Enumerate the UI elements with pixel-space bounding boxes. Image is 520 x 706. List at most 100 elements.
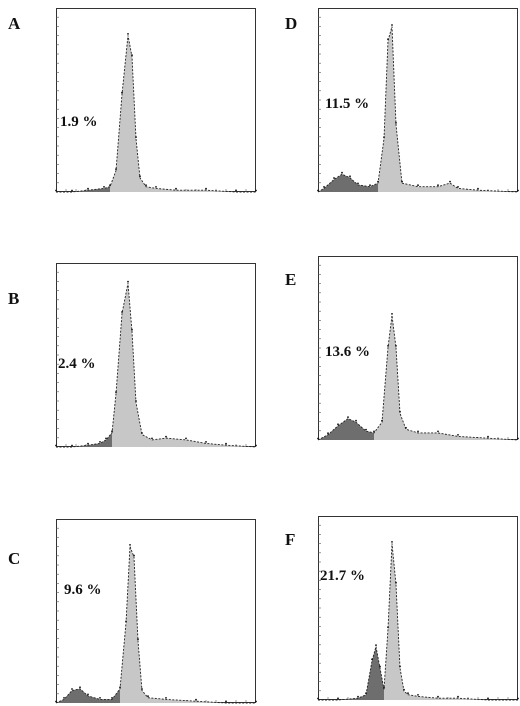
data-point: [323, 186, 325, 188]
data-point: [373, 430, 375, 433]
data-point: [235, 189, 237, 192]
data-point: [119, 686, 121, 689]
data-point: [517, 189, 519, 192]
data-point: [105, 437, 107, 440]
data-point: [395, 581, 397, 584]
data-point: [457, 695, 459, 698]
data-point: [111, 697, 113, 699]
data-point: [155, 186, 157, 188]
percent-label-b: 2.4 %: [58, 356, 96, 372]
data-point: [175, 187, 177, 190]
sub-g1-fill: [56, 186, 110, 192]
axis-ticks: [318, 264, 509, 440]
data-point: [139, 175, 141, 178]
data-point: [403, 688, 405, 691]
data-point: [145, 184, 147, 187]
data-point: [395, 345, 397, 347]
axis-ticks: [318, 16, 509, 192]
data-point: [349, 175, 351, 178]
histogram-fill: [318, 543, 518, 700]
percent-label-c: 9.6 %: [64, 582, 102, 598]
data-point: [457, 434, 459, 436]
data-point: [369, 184, 371, 187]
data-point: [417, 694, 419, 696]
data-point: [87, 187, 89, 190]
data-point: [225, 442, 227, 445]
plot-frame: [56, 8, 256, 192]
data-point: [417, 184, 419, 187]
histogram-panel-d: [317, 8, 519, 193]
data-point: [391, 541, 393, 543]
percent-label-d: 11.5 %: [325, 96, 370, 112]
data-point: [317, 189, 319, 192]
data-point: [141, 688, 143, 690]
data-point: [449, 180, 451, 183]
data-point: [131, 328, 133, 331]
data-point: [55, 444, 57, 447]
axis-ticks: [56, 527, 247, 703]
histogram-outline: [56, 35, 256, 193]
plot-frame: [318, 516, 518, 700]
data-point: [391, 313, 393, 315]
data-point: [109, 184, 111, 187]
histogram-panel-a: [55, 8, 257, 193]
panel-label-e: E: [285, 270, 297, 289]
sub-g1-fill: [318, 418, 374, 440]
data-point: [457, 186, 459, 188]
axis-ticks: [56, 271, 247, 447]
data-point: [399, 665, 401, 668]
data-point: [99, 697, 101, 699]
data-point: [383, 686, 385, 689]
data-point: [135, 400, 137, 402]
data-point: [127, 33, 129, 35]
data-point: [121, 311, 123, 313]
histogram-panel-e: [317, 256, 519, 441]
data-point: [141, 432, 143, 434]
sub-g1-fill: [318, 174, 378, 192]
data-point: [133, 554, 135, 557]
plot-frame: [318, 256, 518, 440]
data-point: [115, 168, 117, 171]
data-point: [517, 697, 519, 700]
data-point: [87, 693, 89, 696]
histogram-outline: [318, 543, 518, 701]
data-point: [337, 423, 339, 426]
data-point: [381, 419, 383, 422]
data-point: [395, 122, 397, 124]
data-point: [365, 692, 367, 695]
data-point: [387, 345, 389, 347]
data-point: [333, 177, 335, 179]
percent-label-a: 1.9 %: [60, 114, 98, 130]
histogram-outline: [317, 26, 519, 193]
data-point: [255, 700, 257, 703]
data-point: [71, 688, 73, 690]
data-point: [115, 391, 117, 393]
data-point: [255, 189, 257, 192]
plot-frame: [318, 8, 518, 192]
data-point: [135, 136, 137, 139]
data-point: [147, 695, 149, 698]
data-point: [55, 700, 57, 703]
data-point: [379, 665, 381, 668]
histogram-fill: [318, 26, 518, 192]
data-point: [125, 620, 127, 623]
panel-label-d: D: [285, 14, 298, 33]
histogram-panel-f: [317, 516, 519, 701]
data-point: [383, 136, 385, 139]
data-point: [127, 280, 129, 283]
data-point: [387, 626, 389, 629]
histogram-outline: [56, 283, 257, 448]
data-point: [131, 54, 133, 57]
histogram-fill: [56, 546, 256, 703]
panel-label-c: C: [8, 549, 21, 568]
panel-label-b: B: [8, 289, 20, 308]
data-point: [71, 189, 73, 192]
histogram-panel-b: [55, 263, 257, 448]
histogram-panel-c: [55, 519, 257, 704]
histogram-outline: [317, 315, 519, 441]
data-point: [255, 444, 257, 447]
data-point: [405, 426, 407, 429]
data-point: [517, 437, 519, 440]
data-point: [401, 180, 403, 183]
data-point: [63, 697, 65, 699]
